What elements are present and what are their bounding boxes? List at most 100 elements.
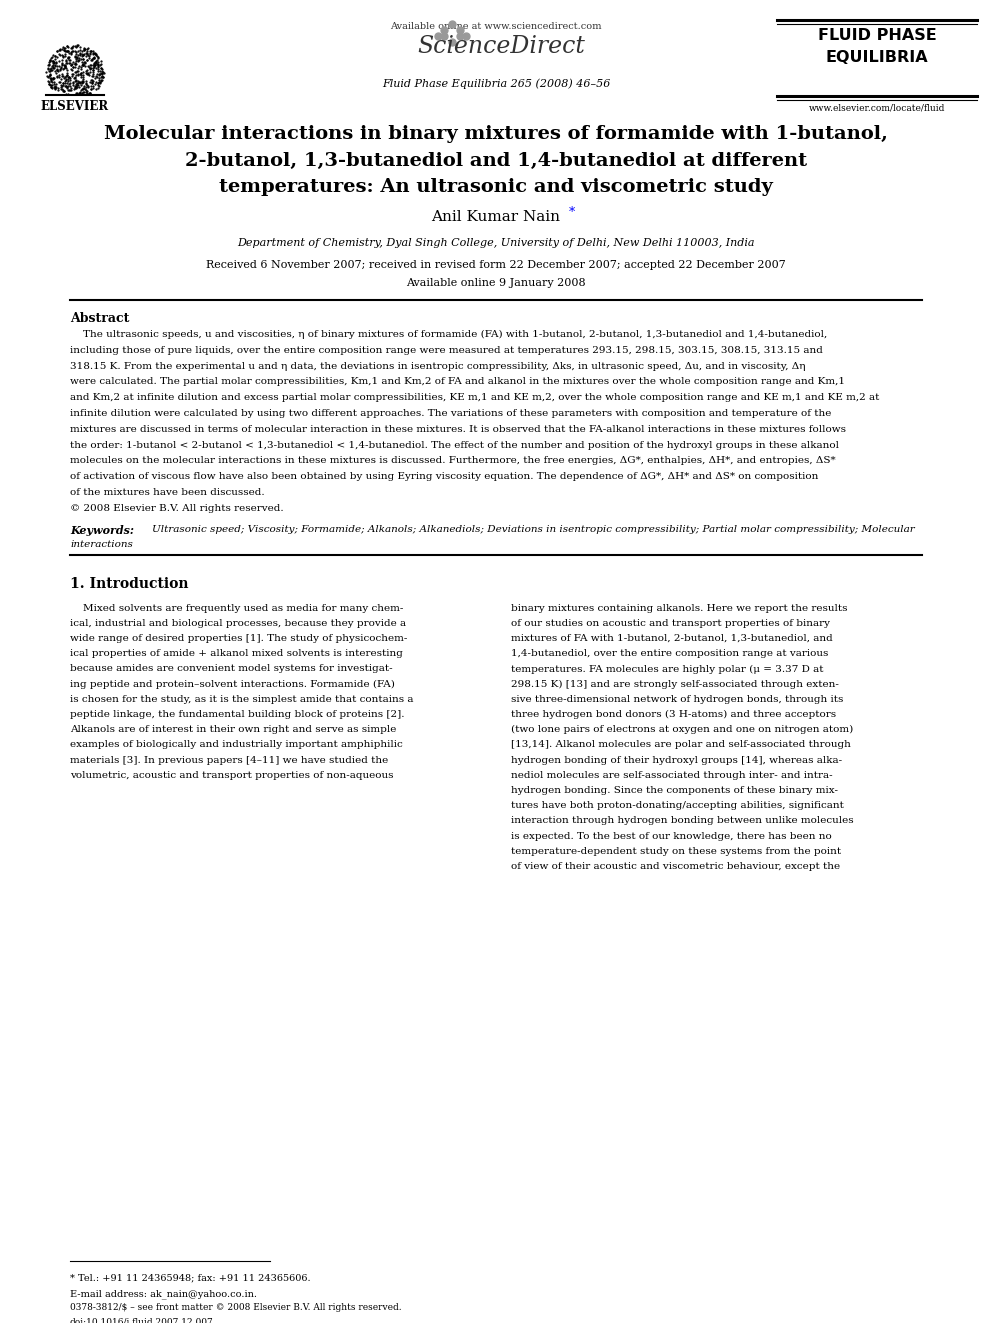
Text: examples of biologically and industrially important amphiphilic: examples of biologically and industriall… (70, 741, 403, 749)
Point (93, 62, 109, 83)
Text: E-mail address: ak_nain@yahoo.co.in.: E-mail address: ak_nain@yahoo.co.in. (70, 1289, 257, 1299)
Point (92, 73, 108, 94)
Point (86, 54, 102, 75)
Point (84, 71, 100, 93)
Point (67, 54, 83, 75)
Point (52, 64, 67, 85)
Point (67, 82, 83, 103)
Point (59, 67, 74, 89)
Point (70, 50, 86, 71)
Point (74, 61, 90, 82)
Point (54, 64, 69, 85)
Point (75, 65, 91, 86)
Point (49, 66, 64, 87)
Text: temperatures. FA molecules are highly polar (μ = 3.37 D at: temperatures. FA molecules are highly po… (511, 664, 823, 673)
Text: doi:10.1016/j.fluid.2007.12.007: doi:10.1016/j.fluid.2007.12.007 (70, 1318, 213, 1323)
Point (92, 70, 108, 91)
Point (78, 45, 94, 66)
Point (47, 49, 62, 70)
Point (57, 54, 72, 75)
Point (42, 58, 58, 79)
Point (61, 49, 76, 70)
Point (79, 42, 95, 64)
Point (45, 67, 61, 89)
Point (50, 66, 65, 87)
Text: materials [3]. In previous papers [4–11] we have studied the: materials [3]. In previous papers [4–11]… (70, 755, 388, 765)
Point (81, 71, 97, 93)
Point (72, 42, 88, 64)
Point (46, 75, 62, 97)
Point (46, 69, 62, 90)
Point (87, 50, 103, 71)
Point (94, 66, 110, 87)
Point (45, 60, 61, 81)
Point (94, 64, 110, 85)
Point (76, 38, 92, 60)
Text: Department of Chemistry, Dyal Singh College, University of Delhi, New Delhi 1100: Department of Chemistry, Dyal Singh Coll… (237, 238, 755, 247)
Point (90, 61, 106, 82)
Point (48, 54, 63, 75)
Point (42, 60, 58, 81)
Point (67, 78, 83, 99)
Text: 318.15 K. From the experimental u and η data, the deviations in isentropic compr: 318.15 K. From the experimental u and η … (70, 361, 806, 370)
Point (89, 73, 105, 94)
Point (68, 74, 84, 95)
Point (64, 37, 80, 58)
Point (46, 50, 62, 71)
Point (45, 57, 61, 78)
Point (58, 50, 73, 71)
Text: ical, industrial and biological processes, because they provide a: ical, industrial and biological processe… (70, 619, 406, 628)
Point (42, 65, 58, 86)
Point (93, 57, 109, 78)
Text: The ultrasonic speeds, u and viscosities, η of binary mixtures of formamide (FA): The ultrasonic speeds, u and viscosities… (70, 329, 827, 339)
Point (81, 56, 97, 77)
Point (66, 67, 82, 89)
Point (42, 60, 58, 81)
Text: of the mixtures have been discussed.: of the mixtures have been discussed. (70, 488, 265, 497)
Point (62, 73, 78, 94)
Point (49, 40, 64, 61)
Point (73, 62, 89, 83)
Point (74, 82, 90, 103)
Point (84, 49, 100, 70)
Point (64, 36, 80, 57)
Text: Mixed solvents are frequently used as media for many chem-: Mixed solvents are frequently used as me… (70, 603, 404, 613)
Point (88, 44, 104, 65)
Point (62, 49, 77, 70)
Point (88, 78, 104, 99)
Point (82, 40, 98, 61)
Point (88, 52, 104, 73)
Point (56, 57, 71, 78)
Point (73, 66, 89, 87)
Point (50, 60, 65, 81)
Point (82, 78, 98, 99)
Point (86, 48, 102, 69)
Point (44, 70, 60, 91)
Point (79, 38, 95, 60)
Point (69, 71, 85, 93)
Point (55, 46, 70, 67)
Point (89, 66, 105, 87)
Point (66, 66, 82, 87)
Point (62, 54, 78, 75)
Point (55, 53, 70, 74)
Point (57, 38, 72, 60)
Point (87, 73, 103, 94)
Point (58, 37, 73, 58)
Point (60, 60, 75, 81)
Point (80, 75, 96, 97)
Point (61, 79, 76, 101)
Point (78, 73, 94, 94)
Point (44, 60, 60, 81)
Point (56, 81, 71, 102)
Point (57, 81, 72, 102)
Point (80, 64, 96, 85)
Point (59, 36, 74, 57)
Point (82, 58, 98, 79)
Text: FLUID PHASE: FLUID PHASE (817, 28, 936, 44)
Point (49, 40, 64, 61)
Point (57, 56, 72, 77)
Point (88, 57, 104, 78)
Point (69, 45, 85, 66)
Point (59, 64, 74, 85)
